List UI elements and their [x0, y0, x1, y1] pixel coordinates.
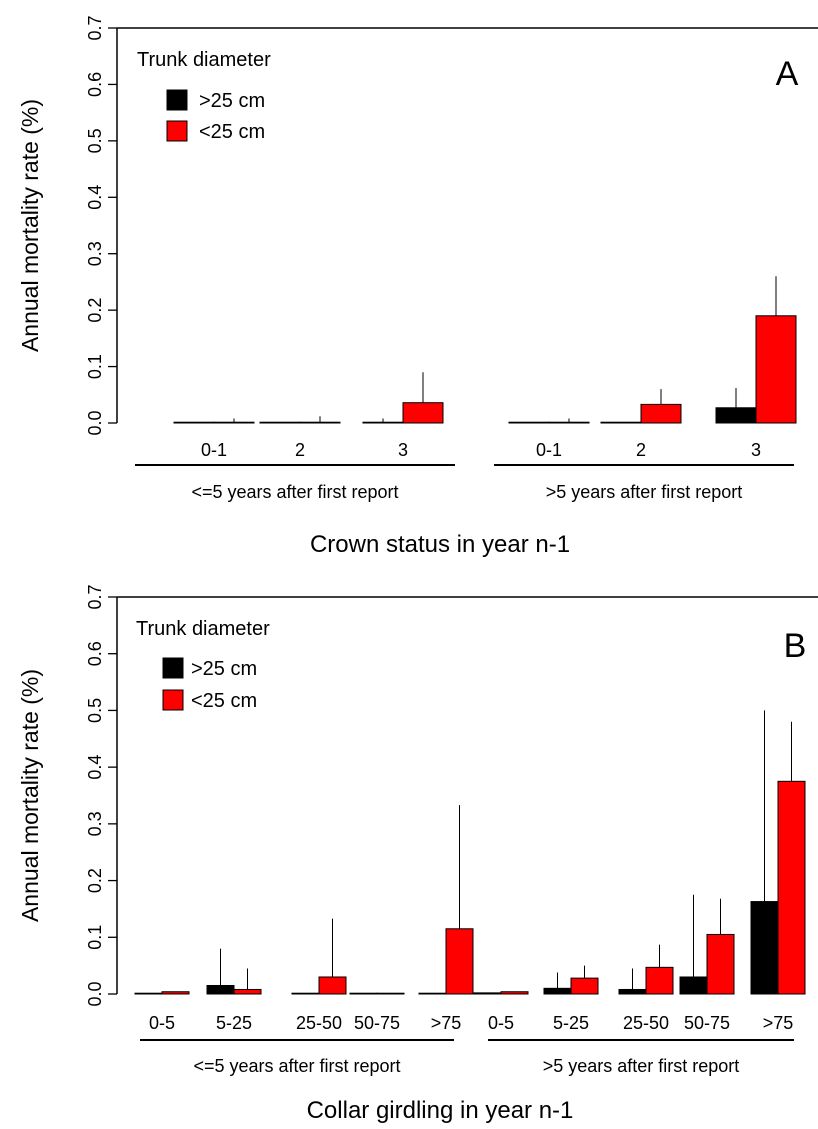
legend-entry: <25 cm	[191, 690, 257, 712]
bar	[418, 992, 447, 995]
y-tick-label: 0.3	[85, 241, 105, 266]
legend-swatch	[162, 689, 184, 711]
bar	[402, 402, 444, 424]
y-tick-label: 0.5	[85, 128, 105, 153]
bar	[570, 977, 599, 995]
x-tick-label: 0-1	[536, 440, 562, 460]
bar	[500, 991, 529, 995]
group-label: >5 years after first report	[543, 1056, 740, 1076]
bar	[376, 992, 405, 995]
bar	[473, 992, 502, 995]
x-tick-label: 25-50	[623, 1013, 669, 1033]
x-tick-label: 2	[636, 440, 646, 460]
y-tick-label: 0.0	[85, 410, 105, 435]
bar	[750, 901, 779, 995]
legend-title: Trunk diameter	[136, 618, 270, 640]
legend-entry: >25 cm	[191, 658, 257, 680]
x-axis-title: Collar girdling in year n-1	[307, 1097, 574, 1124]
bar	[679, 976, 708, 995]
x-tick-label: >75	[431, 1013, 462, 1033]
bar	[259, 421, 301, 424]
x-tick-label: 25-50	[296, 1013, 342, 1033]
bar	[543, 987, 572, 995]
y-tick-label: 0.5	[85, 698, 105, 723]
bar	[161, 991, 190, 995]
x-tick-label: 0-5	[488, 1013, 514, 1033]
x-tick-label: 50-75	[684, 1013, 730, 1033]
legend-swatch	[166, 89, 188, 111]
bar	[318, 976, 347, 995]
x-tick-label: >75	[763, 1013, 794, 1033]
y-tick-label: 0.0	[85, 981, 105, 1006]
legend-entry: <25 cm	[199, 121, 265, 143]
bar	[618, 988, 647, 995]
x-tick-label: 50-75	[354, 1013, 400, 1033]
bar	[173, 421, 215, 424]
group-label: <=5 years after first report	[193, 1056, 400, 1076]
legend-swatch	[162, 657, 184, 679]
y-tick-label: 0.2	[85, 298, 105, 323]
x-tick-label: 2	[295, 440, 305, 460]
y-axis-title: Annual mortality rate (%)	[17, 669, 43, 922]
group-label: <=5 years after first report	[191, 482, 398, 502]
x-tick-label: 0-1	[201, 440, 227, 460]
bar	[206, 984, 235, 995]
x-tick-label: 5-25	[216, 1013, 252, 1033]
y-tick-label: 0.3	[85, 811, 105, 836]
y-tick-label: 0.6	[85, 72, 105, 97]
panel-label: B	[784, 627, 807, 665]
x-tick-label: 3	[398, 440, 408, 460]
y-axis-title: Annual mortality rate (%)	[17, 99, 43, 352]
y-tick-label: 0.1	[85, 354, 105, 379]
y-tick-label: 0.1	[85, 925, 105, 950]
bar	[640, 403, 682, 424]
bar	[291, 992, 320, 995]
bar	[508, 421, 550, 424]
y-tick-label: 0.7	[85, 584, 105, 609]
bar	[645, 966, 674, 995]
bar	[715, 407, 757, 424]
y-tick-label: 0.4	[85, 755, 105, 780]
y-tick-label: 0.4	[85, 185, 105, 210]
legend-swatch	[166, 120, 188, 142]
bar	[755, 315, 797, 424]
x-tick-label: 0-5	[149, 1013, 175, 1033]
panel-label: A	[776, 55, 799, 93]
x-tick-label: 5-25	[553, 1013, 589, 1033]
bar	[134, 992, 163, 995]
y-tick-label: 0.6	[85, 641, 105, 666]
bar	[349, 992, 378, 995]
bar	[706, 933, 735, 995]
y-tick-label: 0.7	[85, 15, 105, 40]
y-tick-label: 0.2	[85, 868, 105, 893]
bar	[445, 928, 474, 995]
bar	[600, 421, 642, 424]
group-label: >5 years after first report	[546, 482, 743, 502]
x-tick-label: 3	[751, 440, 761, 460]
legend-entry: >25 cm	[199, 90, 265, 112]
legend-title: Trunk diameter	[137, 49, 271, 71]
bar	[777, 780, 806, 995]
bar	[233, 988, 262, 995]
x-axis-title: Crown status in year n-1	[310, 531, 570, 558]
